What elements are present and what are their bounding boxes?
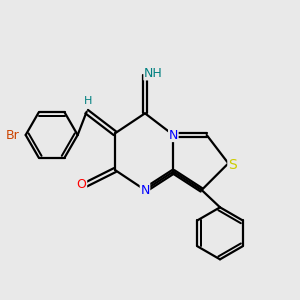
Text: NH: NH <box>144 67 163 80</box>
Text: N: N <box>169 128 178 142</box>
Text: H: H <box>84 96 92 106</box>
Text: S: S <box>228 158 237 172</box>
Text: N: N <box>140 184 150 196</box>
Text: O: O <box>77 178 87 191</box>
Text: Br: Br <box>6 128 20 142</box>
